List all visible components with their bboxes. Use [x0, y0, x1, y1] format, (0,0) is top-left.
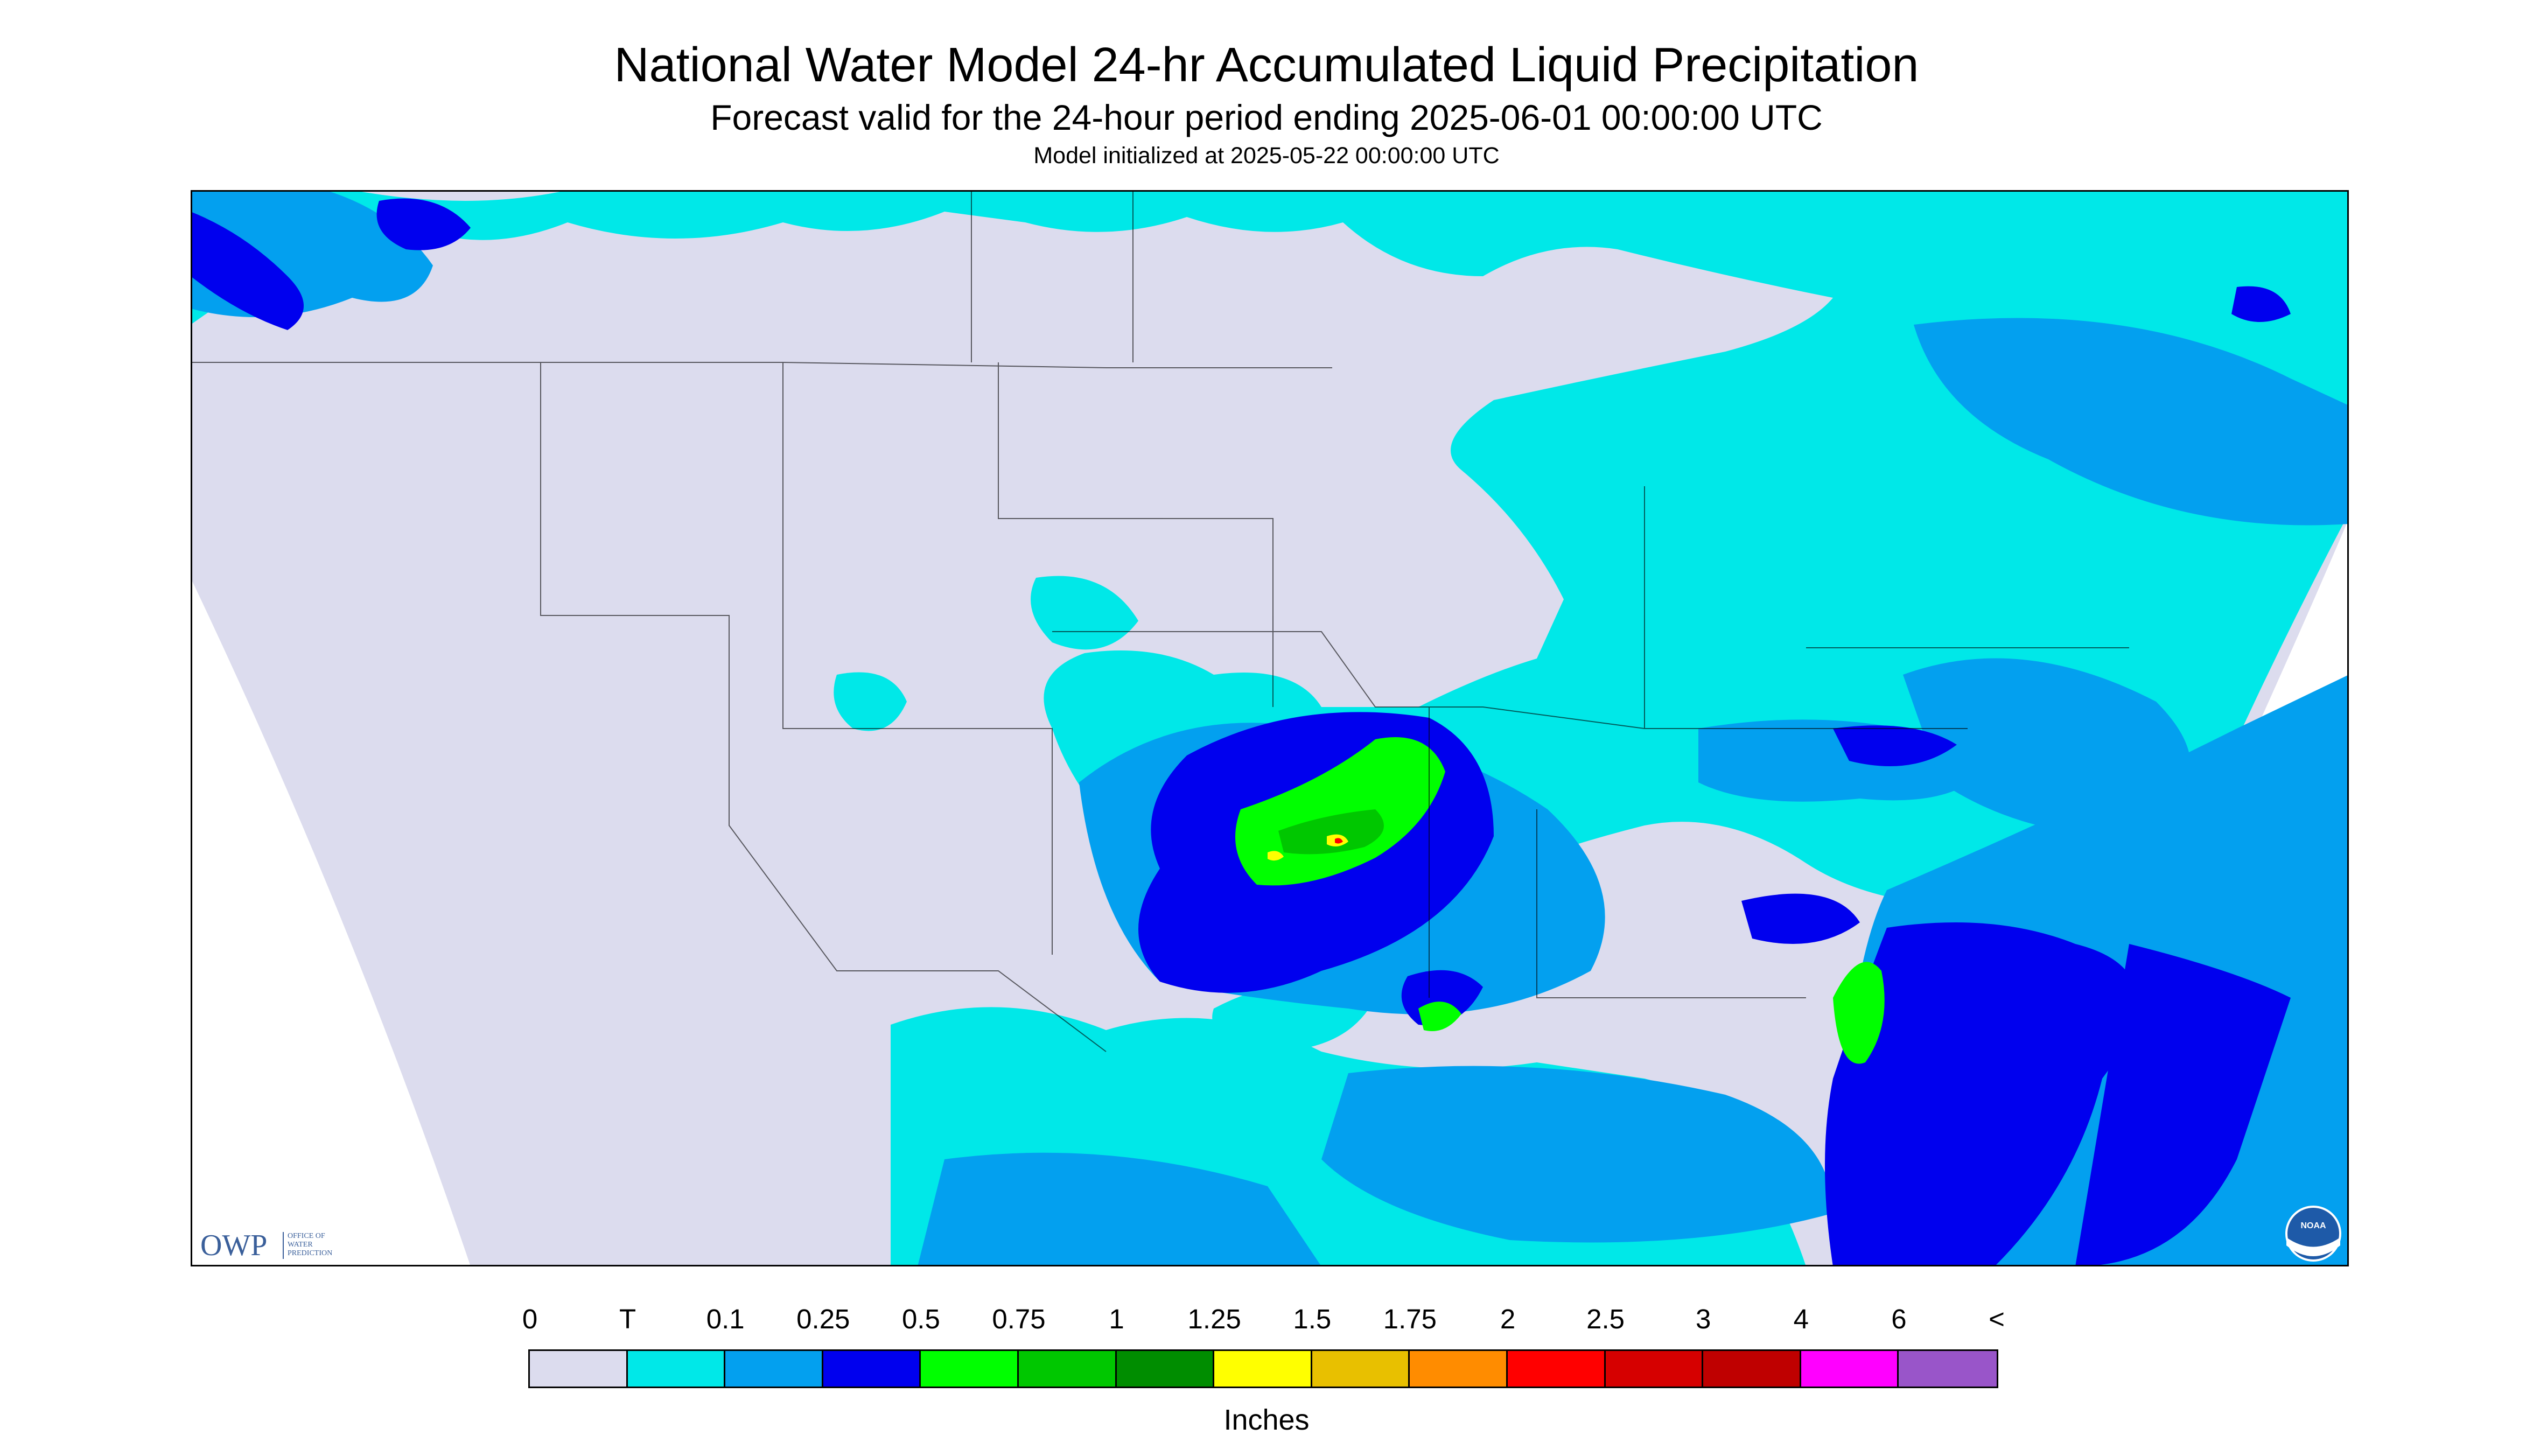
legend-swatch: [1018, 1351, 1117, 1387]
legend-swatch: [1899, 1351, 1997, 1387]
left-outside-domain: [191, 578, 471, 1266]
legend-swatch: [921, 1351, 1019, 1387]
precipitation-map: OWP OFFICE OF WATER PREDICTION NOAA: [191, 190, 2349, 1266]
legend-label: 0.1: [706, 1304, 745, 1334]
owp-logo-line-3: PREDICTION: [288, 1249, 332, 1257]
legend-label: 0: [522, 1304, 538, 1334]
legend-label: 2.5: [1586, 1304, 1625, 1334]
precip-2: [1335, 838, 1343, 844]
legend-label: 4: [1793, 1304, 1809, 1334]
owp-logo-mark: OWP: [200, 1229, 267, 1262]
legend-swatch: [1703, 1351, 1801, 1387]
owp-logo-line-2: WATER: [288, 1241, 313, 1249]
owp-logo-line-1: OFFICE OF: [288, 1232, 325, 1240]
legend-label: 6: [1891, 1304, 1907, 1334]
legend-label: T: [619, 1304, 636, 1334]
legend-label: 1.75: [1383, 1304, 1437, 1334]
legend-swatch: [823, 1351, 921, 1387]
legend-swatch: [627, 1351, 726, 1387]
legend-label: 2: [1500, 1304, 1516, 1334]
legend-label: 0.75: [992, 1304, 1046, 1334]
legend-swatch: [1507, 1351, 1606, 1387]
noaa-logo-mark: NOAA: [2300, 1221, 2326, 1230]
legend-swatch: [1605, 1351, 1704, 1387]
legend-label: 0.25: [796, 1304, 850, 1334]
legend-units: Inches: [1223, 1404, 1310, 1436]
legend-swatch: [1116, 1351, 1215, 1387]
legend-swatch: [1801, 1351, 1899, 1387]
political-boundaries: [191, 190, 2129, 1052]
map-frame: [191, 190, 2349, 1266]
title-block: National Water Model 24-hr Accumulated L…: [393, 36, 2140, 171]
legend-label: 3: [1696, 1304, 1711, 1334]
legend-swatch: [530, 1351, 628, 1387]
legend-swatch: [725, 1351, 823, 1387]
legend-swatch: [1312, 1351, 1410, 1387]
legend-label: 1: [1109, 1304, 1124, 1334]
legend-label: 1.5: [1293, 1304, 1332, 1334]
legend-label: <: [1989, 1304, 2005, 1334]
legend-swatch: [1214, 1351, 1312, 1387]
init-time: Model initialized at 2025-05-22 00:00:00…: [1033, 143, 1500, 169]
legend-label: 0.5: [901, 1304, 940, 1334]
precip-0.75: [1278, 809, 1384, 855]
noaa-logo: NOAA: [2285, 1206, 2341, 1262]
owp-logo: OWP OFFICE OF WATER PREDICTION: [200, 1229, 332, 1262]
map-title: National Water Model 24-hr Accumulated L…: [614, 38, 1919, 92]
legend-swatch: [1410, 1351, 1508, 1387]
legend-color-bar: [528, 1349, 1998, 1388]
legend-label: 1.25: [1187, 1304, 1241, 1334]
map-subtitle: Forecast valid for the 24-hour period en…: [710, 97, 1823, 137]
